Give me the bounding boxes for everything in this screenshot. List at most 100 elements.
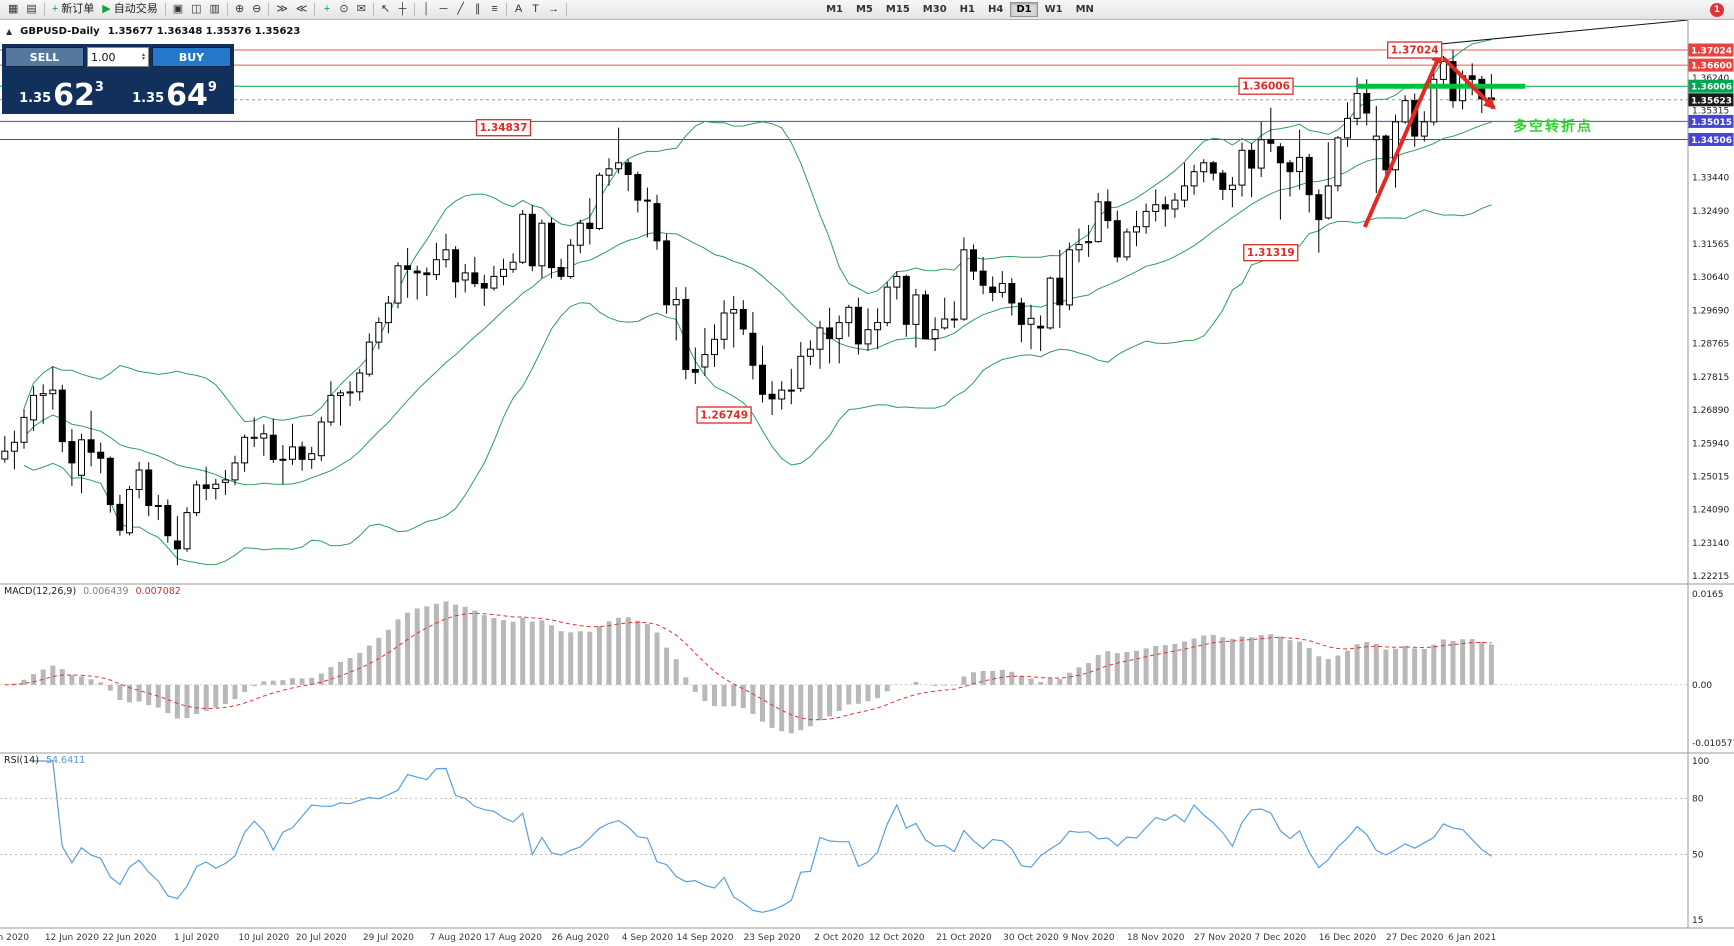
one-click-collapse-icon[interactable]: ▲ — [6, 27, 13, 36]
bid-price-prefix: 1.35 — [19, 91, 52, 106]
svg-text:1.34837: 1.34837 — [480, 122, 528, 134]
notification-badge[interactable]: 1 — [1710, 2, 1724, 17]
autotrading-button[interactable]: ▶ 自动交易 — [98, 1, 161, 18]
timeframe-d1-button[interactable]: D1 — [1010, 2, 1038, 17]
trendline-button[interactable]: ╱ — [452, 1, 469, 18]
svg-text:1.22215: 1.22215 — [1692, 572, 1729, 582]
svg-text:4 Sep 2020: 4 Sep 2020 — [622, 933, 674, 943]
toolbar-separator — [414, 3, 416, 16]
timeframe-m1-button[interactable]: M1 — [820, 2, 849, 17]
zoom-in-button[interactable]: ⊕ — [231, 1, 248, 18]
arrange-windows-icon: ▥ — [209, 3, 220, 15]
new-order-icon: + — [51, 3, 59, 15]
svg-text:1.36006: 1.36006 — [1691, 83, 1732, 93]
tile-windows-button[interactable]: ◫ — [187, 1, 205, 18]
mailbox-button[interactable]: ✉ — [353, 1, 370, 18]
svg-text:12 Jun 2020: 12 Jun 2020 — [45, 933, 99, 943]
svg-text:-0.010571: -0.010571 — [1692, 739, 1734, 749]
profiles-button[interactable]: ▤ — [22, 1, 40, 18]
svg-text:20 Jul 2020: 20 Jul 2020 — [296, 933, 347, 943]
sell-button[interactable]: SELL — [5, 47, 84, 67]
timeframe-h1-button[interactable]: H1 — [954, 2, 981, 17]
svg-text:1.30640: 1.30640 — [1692, 273, 1729, 283]
ask-price-prefix: 1.35 — [132, 91, 165, 106]
chart-shift-button[interactable]: ≪ — [292, 1, 312, 18]
timeframe-mn-button[interactable]: MN — [1070, 2, 1100, 17]
timeframe-w1-button[interactable]: W1 — [1039, 2, 1069, 17]
toolbar-separator — [314, 3, 316, 16]
svg-text:1.35315: 1.35315 — [1692, 107, 1729, 117]
timeframe-m15-button[interactable]: M15 — [880, 2, 916, 17]
toolbar-separator — [372, 3, 374, 16]
cascade-windows-icon: ▣ — [172, 3, 184, 15]
channel-button[interactable]: ∥ — [469, 1, 486, 18]
crosshair-icon: ┼ — [398, 3, 407, 15]
indicators-plus-icon: + — [323, 3, 331, 15]
svg-text:14 Sep 2020: 14 Sep 2020 — [676, 933, 733, 943]
text-button[interactable]: A — [510, 1, 527, 18]
svg-text:12 Oct 2020: 12 Oct 2020 — [869, 933, 925, 943]
horizontal-line-button[interactable]: ─ — [435, 1, 452, 18]
profiles-icon: ▤ — [26, 3, 37, 15]
svg-text:9 Nov 2020: 9 Nov 2020 — [1063, 933, 1115, 943]
svg-text:1 Jul 2020: 1 Jul 2020 — [174, 933, 219, 943]
timeframe-m5-button[interactable]: M5 — [850, 2, 879, 17]
auto-scroll-button[interactable]: ≫ — [272, 1, 292, 18]
horizontal-line-icon: ─ — [439, 3, 448, 15]
buy-button[interactable]: BUY — [152, 47, 231, 67]
svg-text:1.36006: 1.36006 — [1242, 81, 1290, 93]
svg-text:1.25940: 1.25940 — [1692, 440, 1729, 450]
volume-spinner[interactable]: 1.00 ▴ ▾ — [87, 47, 149, 67]
chart-title-bar: ▲ GBPUSD-Daily 1.35677 1.36348 1.35376 1… — [6, 26, 300, 37]
new-chart-button[interactable]: ▦ — [4, 1, 22, 18]
cursor-button[interactable]: ↖ — [377, 1, 394, 18]
svg-text:50: 50 — [1692, 851, 1704, 861]
timeframe-m30-button[interactable]: M30 — [917, 2, 953, 17]
svg-text:26 Aug 2020: 26 Aug 2020 — [551, 933, 609, 943]
clock-icon: ⊙ — [339, 3, 349, 15]
price-chart[interactable]: 1.34837 1.26749 1.31319 1.36006 1.37024 1.362… — [0, 20, 1734, 946]
svg-text:27 Nov 2020: 27 Nov 2020 — [1194, 933, 1252, 943]
chart-window[interactable]: 1.34837 1.26749 1.31319 1.36006 1.37024 1.362… — [0, 20, 1734, 946]
svg-text:1.23140: 1.23140 — [1692, 539, 1729, 549]
volume-down-button[interactable]: ▾ — [141, 55, 145, 62]
cascade-windows-button[interactable]: ▣ — [169, 1, 187, 18]
bid-price-point: 3 — [94, 80, 104, 95]
arrows-button[interactable]: → — [544, 1, 563, 18]
ask-price: 1.35 64 9 — [118, 69, 231, 111]
label-button[interactable]: T — [527, 1, 544, 18]
svg-text:7 Aug 2020: 7 Aug 2020 — [430, 933, 482, 943]
svg-text:10 Jul 2020: 10 Jul 2020 — [238, 933, 289, 943]
svg-text:1.35623: 1.35623 — [1691, 96, 1732, 106]
volume-up-button[interactable]: ▴ — [141, 51, 145, 58]
new-order-button[interactable]: + 新订单 — [48, 1, 98, 18]
svg-text:7 Dec 2020: 7 Dec 2020 — [1255, 933, 1307, 943]
svg-text:1.36240: 1.36240 — [1692, 74, 1729, 84]
svg-text:1.33440: 1.33440 — [1692, 173, 1729, 183]
periods-button[interactable]: ⊙ — [335, 1, 352, 18]
fibonacci-button[interactable]: ≡ — [486, 1, 503, 18]
vertical-line-button[interactable]: │ — [418, 1, 435, 18]
svg-text:0.0165: 0.0165 — [1692, 590, 1724, 600]
svg-text:29 Jul 2020: 29 Jul 2020 — [363, 933, 414, 943]
macd-name: MACD(12,26,9) — [4, 586, 77, 597]
crosshair-button[interactable]: ┼ — [394, 1, 411, 18]
svg-text:27 Dec 2020: 27 Dec 2020 — [1386, 933, 1444, 943]
svg-text:1.31565: 1.31565 — [1692, 240, 1729, 250]
bull-bear-turning-point-annotation: 多空转折点 — [1513, 119, 1593, 135]
indicators-button[interactable]: + — [318, 1, 335, 18]
svg-text:6 Jan 2021: 6 Jan 2021 — [1448, 933, 1496, 943]
arrange-windows-button[interactable]: ▥ — [206, 1, 224, 18]
zoom-out-button[interactable]: ⊖ — [248, 1, 265, 18]
timeframe-h4-button[interactable]: H4 — [982, 2, 1009, 17]
svg-text:1.26749: 1.26749 — [700, 409, 748, 421]
macd-indicator-label: MACD(12,26,9) 0.006439 0.007082 — [4, 586, 181, 597]
svg-text:22 Jun 2020: 22 Jun 2020 — [102, 933, 156, 943]
one-click-trading-panel: SELL 1.00 ▴ ▾ BUY 1.35 62 3 1.35 64 9 — [2, 44, 234, 114]
svg-text:16 Dec 2020: 16 Dec 2020 — [1319, 933, 1377, 943]
svg-text:17 Aug 2020: 17 Aug 2020 — [484, 933, 542, 943]
arrow-icon: → — [548, 3, 560, 15]
tile-windows-icon: ◫ — [191, 3, 202, 15]
svg-text:30 Oct 2020: 30 Oct 2020 — [1003, 933, 1059, 943]
